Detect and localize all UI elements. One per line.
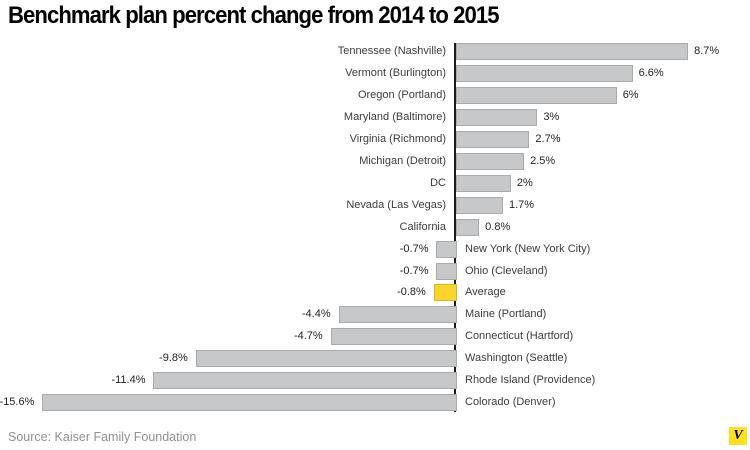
bar-row: New York (New York City) -0.7% <box>0 240 750 258</box>
bar-row: Washington (Seattle) -9.8% <box>0 350 750 368</box>
category-label: Tennessee (Nashville) <box>337 45 446 57</box>
bar-row: Michigan (Detroit) 2.5% <box>0 152 750 170</box>
bar <box>456 86 617 104</box>
bar <box>456 108 538 126</box>
bar-row: Vermont (Burlington) 6.6% <box>0 64 750 82</box>
value-label: 0.8% <box>485 220 511 233</box>
value-label: 2.7% <box>535 132 561 145</box>
value-label: -0.8% <box>397 286 426 299</box>
vox-logo-letter: V <box>733 428 743 443</box>
bar <box>456 174 511 192</box>
category-label: Nevada (Las Vegas) <box>346 198 446 211</box>
bar-row: Nevada (Las Vegas) 1.7% <box>0 196 750 214</box>
value-label: -15.6% <box>0 396 35 409</box>
bar <box>330 328 457 346</box>
category-label: Ohio (Cleveland) <box>465 264 548 277</box>
value-label: -11.4% <box>111 374 146 387</box>
bar <box>338 306 457 324</box>
bar <box>456 64 633 82</box>
category-label: California <box>399 220 446 233</box>
bar-row: DC 2% <box>0 174 750 192</box>
bar <box>153 372 457 390</box>
value-label: -4.4% <box>301 308 331 321</box>
category-label: Rhode Island (Providence) <box>465 374 596 387</box>
value-label: -4.7% <box>293 330 323 343</box>
bar <box>456 196 503 214</box>
value-label: -0.7% <box>399 264 429 277</box>
bar-row: Maine (Portland) -4.4% <box>0 306 750 324</box>
zero-axis-line <box>454 43 456 412</box>
vox-logo: V <box>729 427 747 445</box>
bar <box>436 262 457 280</box>
category-label: DC <box>430 176 446 189</box>
bar <box>456 218 480 236</box>
category-label: New York (New York City) <box>465 242 591 255</box>
category-label: Average <box>465 286 506 299</box>
category-label: Colorado (Denver) <box>465 396 556 409</box>
value-label: -9.8% <box>159 352 188 365</box>
category-label: Virginia (Richmond) <box>349 132 446 145</box>
value-label: 2.5% <box>530 154 556 167</box>
category-label: Connecticut (Hartford) <box>465 330 574 343</box>
value-label: 8.7% <box>694 45 720 57</box>
page-title: Benchmark plan percent change from 2014 … <box>8 2 499 29</box>
bar <box>456 43 689 60</box>
category-label: Maine (Portland) <box>465 308 547 321</box>
bar-row: Colorado (Denver) -15.6% <box>0 394 750 412</box>
bar <box>456 152 525 170</box>
value-label: 6% <box>622 88 639 101</box>
value-label: -0.7% <box>399 242 429 255</box>
category-label: Washington (Seattle) <box>465 352 568 365</box>
value-label: 1.7% <box>508 198 535 211</box>
bar <box>195 350 457 368</box>
bar-row: Virginia (Richmond) 2.7% <box>0 130 750 148</box>
bar-row: Rhode Island (Providence) -11.4% <box>0 372 750 390</box>
bar <box>456 130 530 148</box>
bar-row: California 0.8% <box>0 218 750 236</box>
bar-row: Oregon (Portland) 6% <box>0 86 750 104</box>
category-label: Maryland (Baltimore) <box>343 110 446 123</box>
bar-row: Average -0.8% <box>0 284 750 302</box>
bar <box>436 240 457 258</box>
value-label: 3% <box>543 110 560 123</box>
category-label: Vermont (Burlington) <box>345 66 446 79</box>
value-label: 2% <box>516 176 533 189</box>
bar-row: Connecticut (Hartford) -4.7% <box>0 328 750 346</box>
category-label: Oregon (Portland) <box>357 88 446 101</box>
source-note: Source: Kaiser Family Foundation <box>8 430 197 444</box>
bar-row: Ohio (Cleveland) -0.7% <box>0 262 750 280</box>
category-label: Michigan (Detroit) <box>359 154 446 167</box>
value-label: 6.6% <box>638 66 664 79</box>
highlight-bar <box>433 284 457 302</box>
bar <box>42 394 457 412</box>
bar-row: Tennessee (Nashville) 8.7% <box>0 43 750 60</box>
bar-row: Maryland (Baltimore) 3% <box>0 108 750 126</box>
